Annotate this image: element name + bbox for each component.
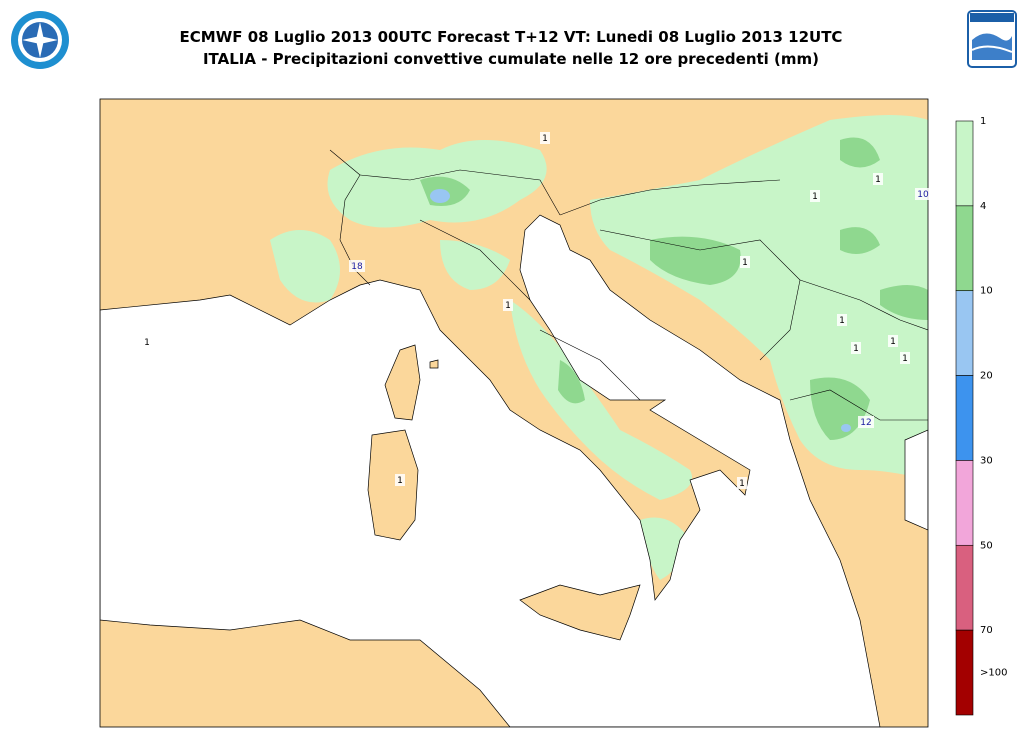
contour-label: 1 bbox=[875, 175, 881, 185]
contour-label-box bbox=[142, 336, 152, 348]
logo-left bbox=[11, 11, 69, 69]
contour-label: 1 bbox=[853, 344, 859, 354]
contour-label: 1 bbox=[397, 476, 403, 486]
sea bbox=[904, 429, 928, 531]
contour-label-box bbox=[915, 188, 931, 200]
contour-label-box bbox=[395, 474, 405, 486]
contour-label: 1 bbox=[505, 301, 511, 311]
contour-label-box bbox=[873, 173, 883, 185]
colorbar-swatch bbox=[955, 375, 974, 461]
contour-label: 1 bbox=[890, 337, 896, 347]
colorbar-label: 20 bbox=[980, 371, 993, 382]
contour-label-box bbox=[858, 416, 874, 428]
contour-label-box bbox=[540, 132, 550, 144]
contour-label: 1 bbox=[542, 134, 548, 144]
borders bbox=[329, 149, 928, 421]
subtitle: ITALIA - Precipitazioni convettive cumul… bbox=[203, 50, 819, 68]
sea bbox=[100, 214, 881, 727]
map-frame bbox=[99, 98, 929, 728]
colorbar-swatch bbox=[955, 120, 974, 207]
contour-label: 10 bbox=[917, 190, 929, 200]
contour-label-box bbox=[737, 477, 747, 489]
contour-label-box bbox=[837, 314, 847, 326]
precip-blue bbox=[430, 189, 450, 203]
contour-label: 1 bbox=[839, 316, 845, 326]
contour-label-box bbox=[900, 352, 910, 364]
precip-blue bbox=[841, 424, 851, 432]
contour-label: 1 bbox=[739, 479, 745, 489]
contour-label-box bbox=[851, 342, 861, 354]
precip-medium bbox=[420, 137, 928, 440]
contour-label: 1 bbox=[144, 338, 150, 348]
colorbar-label: 4 bbox=[980, 201, 986, 212]
contour-label: 18 bbox=[351, 262, 363, 272]
contour-label: 12 bbox=[860, 418, 871, 428]
colorbar-swatch bbox=[955, 544, 974, 631]
colorbar-swatch bbox=[955, 460, 974, 546]
islands bbox=[367, 344, 641, 641]
contour-label: 1 bbox=[902, 354, 908, 364]
colorbar-label: 10 bbox=[980, 286, 993, 297]
contour-label-box bbox=[888, 335, 898, 347]
colorbar-swatch bbox=[955, 205, 974, 292]
contour-label: 1 bbox=[742, 258, 748, 268]
colorbar-swatch bbox=[955, 290, 974, 376]
colorbar-swatch bbox=[955, 629, 974, 716]
logo-right bbox=[967, 10, 1017, 68]
colorbar-label: >100 bbox=[980, 668, 1007, 679]
contour-label-box bbox=[503, 299, 513, 311]
contour-label-box bbox=[349, 260, 365, 272]
colorbar-label: 50 bbox=[980, 540, 993, 551]
contour-label: 1 bbox=[812, 192, 818, 202]
colorbar-label: 1 bbox=[980, 116, 986, 127]
title: ECMWF 08 Luglio 2013 00UTC Forecast T+12… bbox=[180, 28, 843, 46]
contour-label-box bbox=[810, 190, 820, 202]
colorbar-label: 30 bbox=[980, 455, 993, 466]
contour-label-box bbox=[740, 256, 750, 268]
colorbar-label: 70 bbox=[980, 625, 993, 636]
map bbox=[100, 99, 928, 727]
